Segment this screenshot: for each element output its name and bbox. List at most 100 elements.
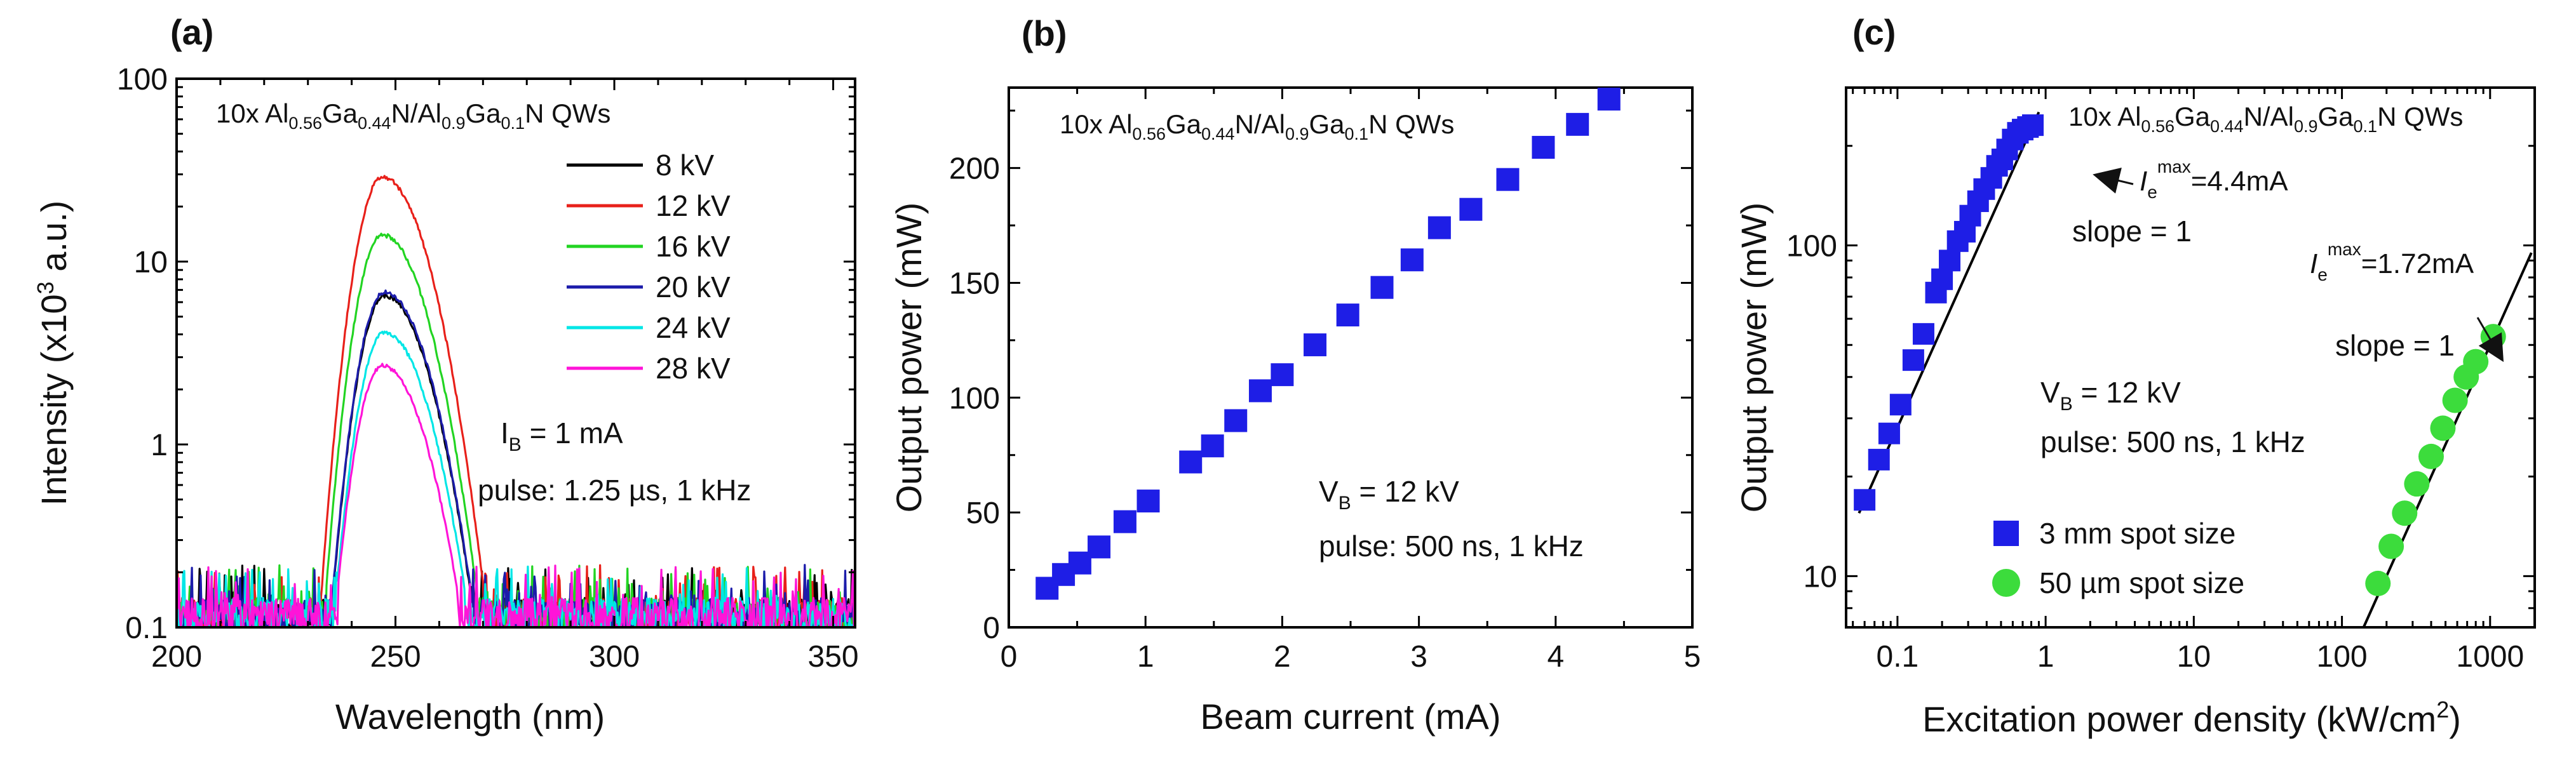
panel-a-xlabel: Wavelength (nm) [335, 697, 605, 737]
panel-c-legend-circle [1992, 569, 2020, 597]
panel-c-slope2-label: slope = 1 [2335, 329, 2455, 362]
panel-c-xtick-label: 1 [2037, 640, 2054, 674]
panel-a-ib-label: IB = 1 mA [501, 417, 623, 455]
panel-b-point [1068, 551, 1091, 575]
panel-b-point [1566, 112, 1589, 136]
panel-c-point-square [1889, 394, 1912, 416]
panel-c-point-circle [2430, 415, 2456, 441]
panel-c-point-square [1939, 250, 1961, 272]
panel-a-xtick-label: 200 [151, 640, 202, 674]
panel-b-point [1597, 88, 1621, 111]
panel-c-xlabel: Excitation power density (kW/cm2) [1922, 697, 2461, 739]
panel-b-point [1248, 379, 1272, 403]
panel-c-ie1-arrow [2093, 168, 2134, 194]
panel-b-point [1459, 197, 1483, 221]
panel-c-point-square [1931, 268, 1953, 290]
panel-b-point [1336, 303, 1359, 327]
panel-a-ytick-label: 100 [117, 63, 168, 97]
panel-b-point [1496, 168, 1520, 191]
panel-a-curves [175, 175, 856, 629]
panel-b-xtick-label: 3 [1410, 640, 1427, 674]
panel-a-pulse-label: pulse: 1.25 µs, 1 kHz [478, 474, 752, 507]
panel-a-xtick-label: 250 [370, 640, 421, 674]
panel-b-ylabel: Output power (mW) [889, 203, 929, 513]
panel-b-point [1427, 216, 1451, 239]
panel-a-axes: 200 250 300 350 0.1 1 10 100 [117, 63, 859, 674]
panel-c-ie2-label: Iemax=1.72mA [2310, 239, 2474, 284]
panel-c-point-square [1878, 422, 1900, 444]
panel-c-legend-square [1993, 521, 2019, 546]
panel-c-label: (c) [1852, 12, 1896, 52]
panel-a-legend-label: 8 kV [656, 149, 714, 182]
panel-a-frame [175, 77, 856, 629]
panel-b-point [1201, 434, 1224, 458]
panel-c-fit-line [1858, 111, 2040, 514]
panel-b-point [1088, 535, 1111, 559]
panel-b-ytick-label: 50 [966, 497, 1000, 530]
panel-b-point [1224, 409, 1248, 432]
panel-b-xtick-label: 5 [1684, 640, 1701, 674]
panel-b-ytick-label: 0 [983, 611, 1000, 645]
panel-c-ytick-label: 100 [1786, 229, 1837, 263]
panel-c-point-circle [2404, 471, 2430, 497]
panel-c-legend-label: 50 µm spot size [2039, 566, 2244, 599]
panel-c-point-square [1868, 448, 1890, 470]
panel-c-xtick-label: 0.1 [1877, 640, 1919, 674]
panel-c-point-circle [2378, 533, 2404, 559]
panel-a-ylabel: Intensity (x103 a.u.) [32, 201, 74, 506]
panel-a-legend-label: 12 kV [656, 189, 731, 222]
panel-a-ytick-label: 10 [134, 246, 168, 279]
panel-c: (c) 0.1 1 10 100 1000 10 100 10x Al0.56Ga0.44N… [1734, 12, 2536, 739]
panel-c-point-square [1912, 323, 1934, 345]
panel-a-series-12-kV [175, 175, 856, 629]
panel-c-ie2-arrow [2476, 317, 2504, 363]
panel-a-legend: 8 kV 12 kV 16 kV 20 kV 24 kV 28 kV [567, 149, 731, 385]
panel-c-point-circle [2442, 387, 2468, 413]
panel-c-point-square [1902, 349, 1924, 371]
panel-c-axes: 0.1 1 10 100 1000 10 100 [1786, 86, 2536, 674]
panel-c-xtick-label: 100 [2317, 640, 2368, 674]
panel-a-label: (a) [170, 12, 213, 52]
panel-a-series-28-kV [175, 363, 855, 629]
panel-c-legend: 3 mm spot size 50 µm spot size [1992, 517, 2244, 599]
panel-c-point-circle [2418, 443, 2444, 469]
panel-c-point-circle [2392, 500, 2418, 526]
panel-c-point-square [1854, 489, 1876, 511]
panel-a-ytick-label: 0.1 [125, 611, 168, 645]
panel-a-xtick-label: 300 [589, 640, 640, 674]
panel-b-xtick-label: 1 [1137, 640, 1154, 674]
panel-a: (a) 200 250 300 350 0.1 1 10 100 10x Al0.56Ga0.… [32, 12, 859, 737]
panel-c-ytick-label: 10 [1804, 560, 1837, 594]
panel-b-point [1532, 136, 1555, 159]
panel-a-legend-label: 24 kV [656, 311, 731, 344]
panel-b-xtick-label: 2 [1274, 640, 1291, 674]
panel-c-point-circle [2365, 570, 2391, 596]
panel-a-legend-label: 16 kV [656, 230, 731, 263]
panel-c-frame [1845, 86, 2536, 629]
panel-b-ytick-label: 100 [949, 382, 1000, 415]
panel-c-slope1-label: slope = 1 [2072, 215, 2192, 248]
panel-b-point [1136, 490, 1160, 513]
panel-c-point-circle [2463, 349, 2489, 375]
panel-c-xtick-label: 1000 [2456, 640, 2524, 674]
panel-a-xtick-label: 350 [808, 640, 859, 674]
panel-c-point-square [2022, 114, 2044, 137]
panel-c-ie1-label: Iemax=4.4mA [2140, 157, 2288, 202]
panel-b-label: (b) [1022, 13, 1067, 53]
panel-c-qw-label: 10x Al0.56Ga0.44N/Al0.9Ga0.1N QWs [2068, 102, 2463, 136]
panel-b-xtick-label: 0 [1001, 640, 1018, 674]
panel-b-xtick-label: 4 [1547, 640, 1564, 674]
panel-a-legend-label: 28 kV [656, 352, 731, 385]
panel-c-ylabel: Output power (mW) [1734, 203, 1774, 513]
panel-b-points [1035, 88, 1621, 600]
panel-b-point [1304, 333, 1327, 357]
panel-b-point [1113, 510, 1136, 533]
panel-b-ytick-label: 150 [949, 267, 1000, 300]
panel-a-qw-label: 10x Al0.56Ga0.44N/Al0.9Ga0.1N QWs [216, 98, 610, 133]
panel-a-legend-label: 20 kV [656, 270, 731, 303]
panel-b-pulse-label: pulse: 500 ns, 1 kHz [1319, 530, 1584, 563]
panel-c-vb-label: VB = 12 kV [2040, 376, 2181, 415]
